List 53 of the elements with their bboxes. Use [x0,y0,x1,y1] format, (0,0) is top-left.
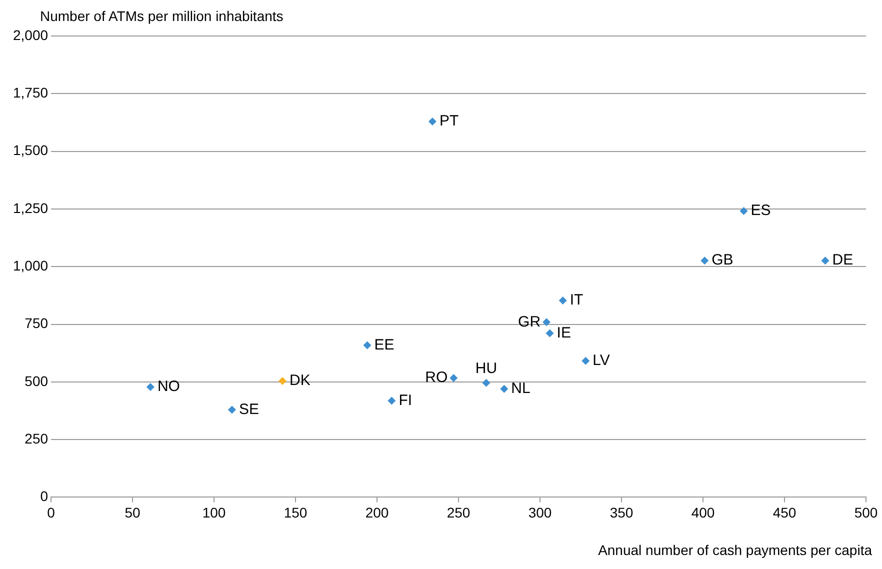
annotation: PT [439,112,459,130]
x-tick-label: 400 [691,504,715,520]
y-tick-label: 1,000 [12,257,48,274]
point [146,382,154,391]
point [740,207,748,216]
y-tick-label: 1,500 [12,142,48,158]
annotation: EE [374,336,394,354]
annotation: HU [475,360,498,377]
point [278,376,286,385]
point [582,356,590,365]
annotation: NO [157,378,180,396]
x-tick-label: 200 [365,504,389,520]
point [542,318,551,326]
annotation: NL [511,380,530,397]
x-tick-label: 450 [772,504,796,520]
x-tick-label: 50 [124,504,141,520]
y-tick-label: 250 [24,430,48,446]
point [428,118,436,126]
point [363,341,372,350]
y-axis-title: Number of ATMs per million inhabitants [40,8,284,24]
x-tick-label: 300 [528,504,552,520]
x-tick-label: 350 [610,504,634,520]
x-tick-label: 250 [446,504,470,520]
point [700,256,709,265]
annotation: IT [570,292,584,309]
y-tick-label: 1,750 [12,84,48,101]
x-tick-label: 150 [284,504,308,520]
annotation: IE [556,324,571,342]
point [450,374,458,382]
annotation: LV [592,352,610,370]
x-axis-title: Annual number of cash payments per capita [598,542,872,558]
annotation: SE [238,400,259,418]
annotation: GR [518,313,541,330]
y-tick-label: 500 [24,372,48,389]
y-tick-label: 750 [24,315,48,332]
point [821,256,830,265]
x-tick-label: 100 [202,504,226,520]
annotation: ES [750,202,771,220]
annotation: DK [289,372,310,390]
y-tick-label: 0 [40,488,48,504]
point [482,378,490,387]
y-tick-label: 2,000 [12,26,48,43]
annotation: DE [832,252,854,269]
point [228,406,236,414]
point [546,329,554,338]
annotation: FI [398,392,412,409]
annotation: GB [712,252,734,269]
point [388,396,396,405]
annotation: RO [425,369,448,386]
x-tick-label: 500 [854,504,878,520]
point [500,384,508,393]
point [558,296,567,304]
y-tick-label: 1,250 [12,200,48,216]
